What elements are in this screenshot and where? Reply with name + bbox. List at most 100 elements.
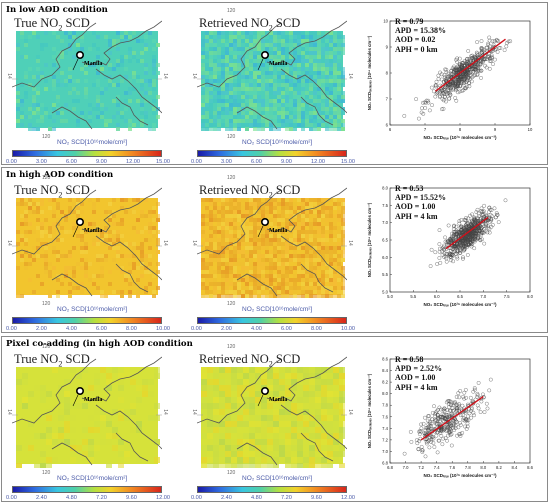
data-point — [436, 421, 441, 426]
data-point — [498, 46, 503, 50]
data-point — [483, 63, 487, 68]
data-point — [462, 239, 467, 244]
data-point — [427, 438, 432, 443]
data-point — [478, 59, 482, 63]
data-point — [464, 395, 468, 400]
data-point — [467, 61, 472, 65]
data-point — [484, 45, 489, 50]
colorbar-label: NO₂ SCD[10¹⁶mole/cm²] — [57, 475, 128, 482]
data-point — [421, 421, 426, 426]
colorbar-tick: 4.00 — [251, 326, 262, 332]
data-point — [472, 55, 477, 59]
colorbar-label: NO₂ SCD[10¹⁶mole/cm²] — [242, 306, 313, 313]
data-point — [443, 235, 447, 240]
data-point — [462, 59, 467, 64]
x-axis-label: NO₂ SCDₜᵣᵤₑ (10¹⁶ molecules cm⁻²) — [423, 473, 497, 478]
colorbar-tick: 0.00 — [6, 159, 17, 165]
data-point — [453, 400, 457, 404]
colorbar — [12, 317, 162, 324]
y-tick-label: 6.8 — [382, 461, 388, 466]
data-point — [455, 64, 460, 69]
data-point — [483, 57, 488, 62]
data-point — [414, 438, 419, 443]
data-point — [456, 81, 461, 86]
true-no2-map: Manila — [12, 17, 162, 132]
data-point — [433, 250, 438, 255]
scatter-canvas: 5.0 5.5 6.0 6.5 7.0 7.5 8.0 5.0 5.5 6.0 6.5 7.0 7.5 8… — [367, 186, 534, 308]
regression-line — [420, 395, 484, 441]
data-point — [454, 419, 459, 424]
data-point — [464, 427, 469, 431]
manila-marker-icon — [76, 217, 85, 226]
y-axis-label: NO₂ SCDᵣₑₜᵣᵢₑᵥₑₔ (10¹⁶ molecules cm⁻²) — [367, 202, 372, 277]
data-point — [489, 208, 494, 212]
data-point — [482, 227, 487, 232]
data-point — [466, 76, 470, 81]
data-point — [481, 213, 485, 217]
data-point — [473, 73, 477, 78]
data-point — [447, 421, 452, 426]
y-tick-label: 9 — [386, 45, 389, 50]
colorbar-tick: 0.00 — [6, 495, 17, 501]
data-point — [456, 244, 461, 248]
data-point — [448, 72, 453, 77]
data-point — [474, 50, 479, 55]
data-point — [454, 409, 459, 414]
latitude-label: 14 — [190, 73, 197, 79]
data-point — [434, 421, 438, 426]
data-point — [449, 86, 454, 90]
longitude-label: 120 — [227, 301, 236, 307]
data-point — [459, 224, 463, 229]
data-point — [433, 412, 437, 416]
data-point — [408, 430, 413, 434]
data-point — [460, 227, 464, 232]
data-point — [424, 98, 429, 103]
data-point — [450, 413, 455, 418]
retrieved-no2-map: Manila — [197, 17, 347, 132]
data-point — [455, 254, 459, 259]
data-point — [456, 391, 461, 395]
colorbar-tick: 15.00 — [156, 159, 170, 165]
data-point — [465, 424, 470, 429]
data-point — [472, 222, 477, 227]
data-point — [484, 224, 488, 229]
latitude-label: 14 — [161, 73, 168, 79]
data-point — [473, 387, 477, 392]
data-point — [485, 55, 490, 60]
colorbar — [197, 317, 347, 324]
data-point — [454, 231, 459, 236]
colorbar-tick: 9.60 — [126, 495, 137, 501]
data-point — [445, 408, 450, 412]
data-point — [470, 212, 474, 217]
data-point — [443, 75, 447, 79]
data-point — [444, 240, 449, 245]
data-point — [479, 68, 484, 73]
data-point — [444, 412, 448, 417]
data-point — [481, 218, 486, 223]
data-point — [446, 89, 451, 93]
data-point — [419, 429, 423, 434]
x-tick-label: 7.0 — [403, 465, 409, 470]
data-point — [425, 437, 429, 441]
data-point — [417, 432, 422, 436]
data-point — [423, 106, 428, 110]
data-point — [441, 436, 446, 441]
x-tick-label: 5.0 — [387, 294, 393, 299]
data-point — [463, 242, 468, 247]
scatter-plot: 6 7 8 9 10 6 7 8 9 10 NO₂ SCDₜᵣᵤₑ (10¹⁶ molecules … — [364, 15, 539, 143]
y-tick-label: 7 — [386, 97, 389, 102]
colorbar — [12, 150, 162, 157]
data-point — [435, 450, 440, 455]
data-point — [494, 215, 498, 220]
data-point — [503, 198, 508, 203]
data-point — [465, 418, 469, 423]
data-point — [471, 401, 475, 406]
data-point — [442, 406, 447, 411]
data-point — [472, 386, 477, 390]
data-point — [482, 241, 487, 246]
data-point — [448, 86, 453, 91]
longitude-label: 120 — [227, 470, 236, 476]
data-point — [466, 414, 470, 419]
data-point — [459, 243, 464, 248]
panel-title: In low AOD condition — [6, 5, 108, 15]
